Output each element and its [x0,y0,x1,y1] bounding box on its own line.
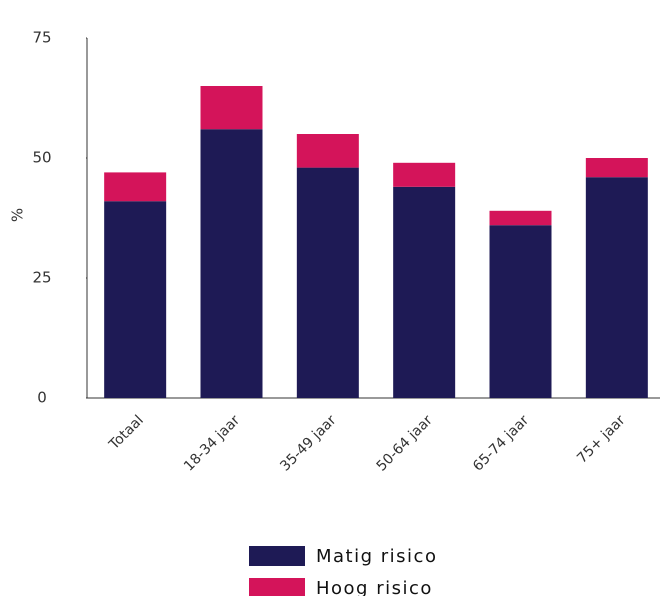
bar-segment [489,210,552,226]
y-tick-label: 25 [32,269,51,287]
bar-segment [393,162,456,187]
bar-segment [200,129,263,398]
bar-segment [585,158,648,178]
legend-swatch [249,546,305,566]
legend-label: Hoog risico [316,578,433,596]
x-tick-label: Totaal [106,412,147,453]
y-tick-label: 0 [37,389,47,407]
x-tick-label: 18-34 jaar [181,412,243,474]
x-tick-label: 35-49 jaar [277,412,339,474]
bar-segment [104,172,167,202]
y-axis-label: % [9,208,27,222]
bar-segment [296,134,359,168]
x-tick-label: 50-64 jaar [374,412,436,474]
bar-segment [585,177,648,398]
x-tick-label: 75+ jaar [574,412,628,466]
x-tick-label: 65-74 jaar [470,412,532,474]
bar-segment [393,186,456,398]
legend-swatch [249,578,305,596]
y-tick-label: 50 [32,149,51,167]
bar-segment [489,225,552,398]
bar-segment [296,167,359,398]
y-tick-label: 75 [32,29,51,47]
bar-segment [104,201,167,398]
bar-segment [200,86,263,130]
legend-label: Matig risico [316,546,437,567]
